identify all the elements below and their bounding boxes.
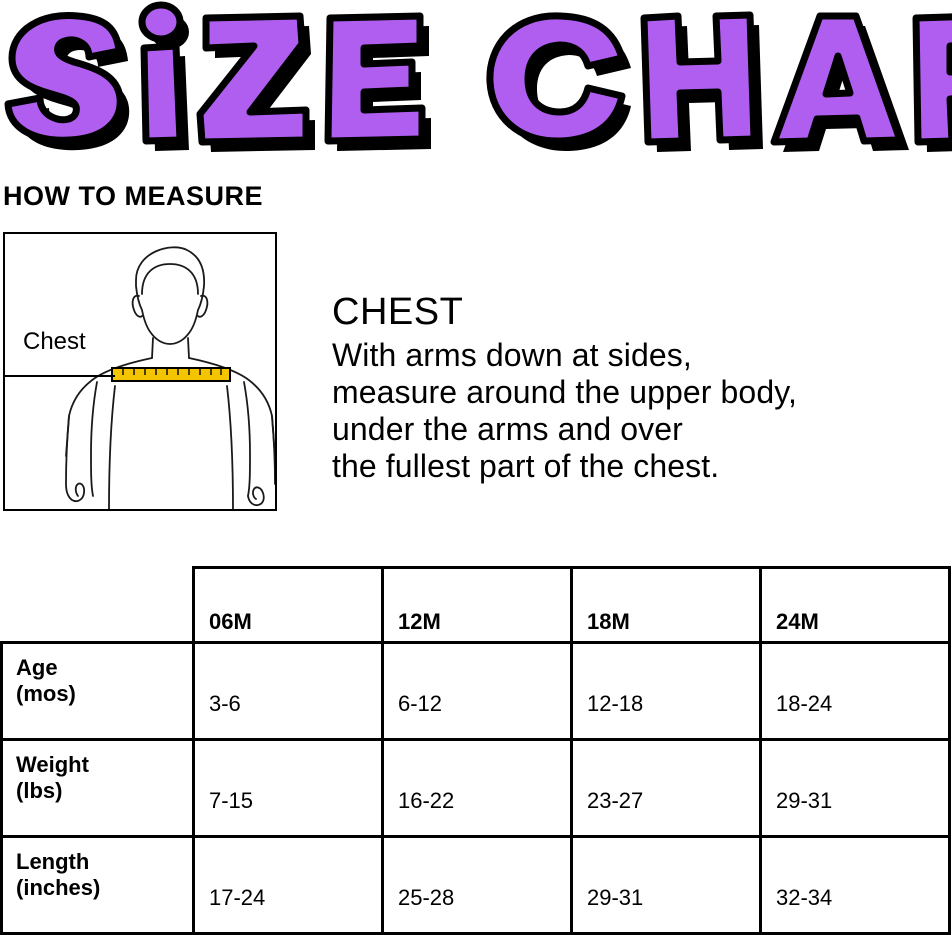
column-header-12m: 12M (381, 566, 573, 644)
row-label-age-line1: Age (16, 655, 58, 680)
row-label-length: Length (inches) (0, 835, 195, 935)
cell-weight-24m-value: 29-31 (776, 788, 833, 813)
column-header-06m-label: 06M (209, 609, 252, 634)
chest-label: Chest (19, 330, 90, 354)
table-row: Length (inches) 17-24 25-28 29-31 32-34 (0, 835, 951, 935)
column-header-18m: 18M (570, 566, 762, 644)
column-header-24m: 24M (759, 566, 951, 644)
cell-age-18m-value: 12-18 (587, 691, 644, 716)
column-header-18m-label: 18M (587, 609, 630, 634)
cell-length-24m: 32-34 (759, 835, 951, 935)
cell-length-06m: 17-24 (192, 835, 384, 935)
column-header-24m-label: 24M (776, 609, 819, 634)
size-chart-title-art: .t-shadow { fill: #000000; } .t-body { f… (4, 1, 952, 152)
cell-weight-18m-value: 23-27 (587, 788, 644, 813)
row-label-age-line2: (mos) (16, 681, 76, 706)
row-label-age: Age (mos) (0, 641, 195, 741)
table-corner-cell (2, 568, 194, 643)
cell-length-12m-value: 25-28 (398, 885, 455, 910)
cell-weight-18m: 23-27 (570, 738, 762, 838)
cell-age-12m-value: 6-12 (398, 691, 443, 716)
description-line-4: the fullest part of the chest. (332, 448, 720, 484)
cell-length-18m-value: 29-31 (587, 885, 644, 910)
size-table: 06M 12M 18M 24M Age (mos) (0, 566, 951, 935)
cell-weight-12m: 16-22 (381, 738, 573, 838)
cell-weight-06m-value: 7-15 (209, 788, 254, 813)
measurement-diagram-box: Chest (3, 232, 277, 511)
table-row: Age (mos) 3-6 6-12 12-18 18-24 (0, 641, 951, 741)
cell-length-06m-value: 17-24 (209, 885, 266, 910)
column-header-12m-label: 12M (398, 609, 441, 634)
cell-length-24m-value: 32-34 (776, 885, 833, 910)
description-line-2: measure around the upper body, (332, 374, 797, 410)
table-header-row: 06M 12M 18M 24M (2, 566, 951, 644)
row-label-weight-line2: (lbs) (16, 778, 63, 803)
cell-weight-12m-value: 16-22 (398, 788, 455, 813)
page-title-banner: .t-shadow { fill: #000000; } .t-body { f… (0, 0, 952, 152)
row-label-length-line1: Length (16, 849, 90, 874)
size-table-container: 06M 12M 18M 24M Age (mos) (0, 566, 951, 935)
cell-age-12m: 6-12 (381, 641, 573, 741)
body-figure-illustration (5, 246, 275, 509)
cell-age-24m: 18-24 (759, 641, 951, 741)
cell-age-06m: 3-6 (192, 641, 384, 741)
cell-age-24m-value: 18-24 (776, 691, 833, 716)
chest-description-block: CHEST With arms down at sides, measure a… (332, 291, 946, 485)
cell-length-18m: 29-31 (570, 835, 762, 935)
how-to-measure-heading: HOW TO MEASURE (3, 181, 264, 211)
description-line-1: With arms down at sides, (332, 337, 692, 373)
column-header-06m: 06M (192, 566, 384, 644)
cell-weight-24m: 29-31 (759, 738, 951, 838)
table-row: Weight (lbs) 7-15 16-22 23-27 29-31 (0, 738, 951, 838)
cell-length-12m: 25-28 (381, 835, 573, 935)
row-label-length-line2: (inches) (16, 875, 101, 900)
row-label-weight-line1: Weight (16, 752, 89, 777)
description-line-3: under the arms and over (332, 411, 683, 447)
description-heading: CHEST (332, 291, 464, 333)
cell-weight-06m: 7-15 (192, 738, 384, 838)
cell-age-18m: 12-18 (570, 641, 762, 741)
row-label-weight: Weight (lbs) (0, 738, 195, 838)
cell-age-06m-value: 3-6 (209, 691, 241, 716)
tape-measure (111, 367, 231, 382)
